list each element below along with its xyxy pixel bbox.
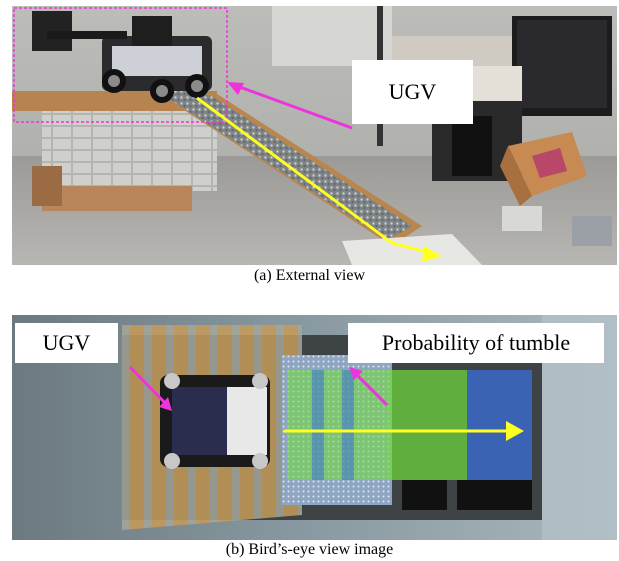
ugv-label: UGV — [352, 60, 473, 124]
ugv-pointer-arrow — [236, 84, 353, 130]
probability-green-band-2 — [387, 370, 467, 480]
ugv-pointer-arrow-b — [128, 365, 169, 407]
ugv-label-text: UGV — [388, 79, 437, 104]
probability-pointer-arrow — [353, 371, 389, 407]
external-view-photo: UGV — [12, 6, 617, 265]
caption-a: (a) External view — [253, 267, 366, 284]
trajectory-arrow — [196, 96, 435, 256]
ugv-label-b-text: UGV — [42, 330, 91, 355]
ugv-label-b: UGV — [15, 323, 118, 363]
caption-b: (b) Bird’s-eye view image — [225, 541, 394, 558]
probability-blue-band — [467, 370, 532, 480]
birds-eye-view-photo: UGV Probability of tumble — [12, 315, 617, 540]
probability-label: Probability of tumble — [348, 323, 604, 363]
probability-label-text: Probability of tumble — [381, 330, 571, 355]
external-view-scene — [12, 6, 617, 265]
ugv-highlight-box — [13, 7, 228, 123]
probability-green-band-1 — [287, 370, 387, 480]
